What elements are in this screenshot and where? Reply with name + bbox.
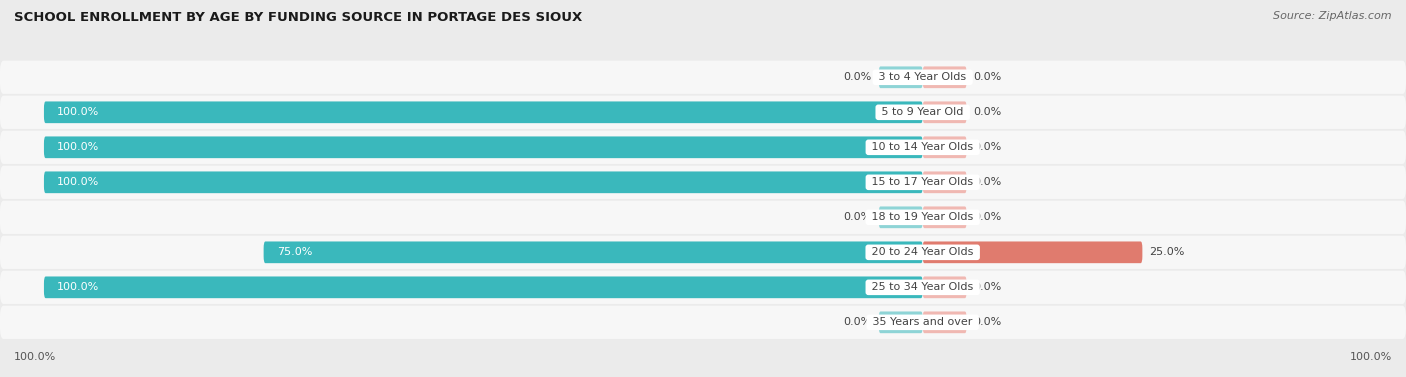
FancyBboxPatch shape (922, 101, 967, 123)
FancyBboxPatch shape (44, 101, 922, 123)
Text: 100.0%: 100.0% (14, 352, 56, 362)
Text: 0.0%: 0.0% (973, 107, 1002, 117)
Text: 25.0%: 25.0% (1150, 247, 1185, 257)
Text: 0.0%: 0.0% (973, 72, 1002, 82)
Text: 75.0%: 75.0% (277, 247, 312, 257)
FancyBboxPatch shape (879, 66, 922, 88)
Text: 100.0%: 100.0% (58, 282, 100, 292)
Text: 0.0%: 0.0% (973, 282, 1002, 292)
FancyBboxPatch shape (0, 201, 1406, 234)
FancyBboxPatch shape (0, 96, 1406, 129)
FancyBboxPatch shape (44, 172, 922, 193)
Text: 100.0%: 100.0% (58, 142, 100, 152)
Text: 0.0%: 0.0% (973, 317, 1002, 327)
FancyBboxPatch shape (44, 276, 922, 298)
FancyBboxPatch shape (922, 66, 967, 88)
FancyBboxPatch shape (0, 61, 1406, 94)
FancyBboxPatch shape (264, 241, 922, 263)
FancyBboxPatch shape (922, 136, 967, 158)
Text: 0.0%: 0.0% (973, 177, 1002, 187)
Text: 5 to 9 Year Old: 5 to 9 Year Old (879, 107, 967, 117)
Text: Source: ZipAtlas.com: Source: ZipAtlas.com (1274, 11, 1392, 21)
FancyBboxPatch shape (44, 136, 922, 158)
FancyBboxPatch shape (0, 271, 1406, 304)
Text: 100.0%: 100.0% (58, 107, 100, 117)
Text: 100.0%: 100.0% (58, 177, 100, 187)
Text: 15 to 17 Year Olds: 15 to 17 Year Olds (869, 177, 977, 187)
FancyBboxPatch shape (0, 131, 1406, 164)
FancyBboxPatch shape (922, 172, 967, 193)
Text: 18 to 19 Year Olds: 18 to 19 Year Olds (869, 212, 977, 222)
Text: SCHOOL ENROLLMENT BY AGE BY FUNDING SOURCE IN PORTAGE DES SIOUX: SCHOOL ENROLLMENT BY AGE BY FUNDING SOUR… (14, 11, 582, 24)
Text: 0.0%: 0.0% (973, 142, 1002, 152)
FancyBboxPatch shape (879, 207, 922, 228)
FancyBboxPatch shape (922, 241, 1142, 263)
Text: 0.0%: 0.0% (973, 212, 1002, 222)
Text: 10 to 14 Year Olds: 10 to 14 Year Olds (869, 142, 977, 152)
Text: 25 to 34 Year Olds: 25 to 34 Year Olds (869, 282, 977, 292)
FancyBboxPatch shape (922, 311, 967, 333)
Text: 20 to 24 Year Olds: 20 to 24 Year Olds (869, 247, 977, 257)
Text: 0.0%: 0.0% (844, 317, 872, 327)
FancyBboxPatch shape (0, 306, 1406, 339)
Text: 0.0%: 0.0% (844, 72, 872, 82)
FancyBboxPatch shape (0, 236, 1406, 269)
FancyBboxPatch shape (0, 166, 1406, 199)
Text: 100.0%: 100.0% (1350, 352, 1392, 362)
FancyBboxPatch shape (879, 311, 922, 333)
Text: 35 Years and over: 35 Years and over (869, 317, 976, 327)
FancyBboxPatch shape (922, 207, 967, 228)
Text: 3 to 4 Year Olds: 3 to 4 Year Olds (876, 72, 970, 82)
Text: 0.0%: 0.0% (844, 212, 872, 222)
FancyBboxPatch shape (922, 276, 967, 298)
